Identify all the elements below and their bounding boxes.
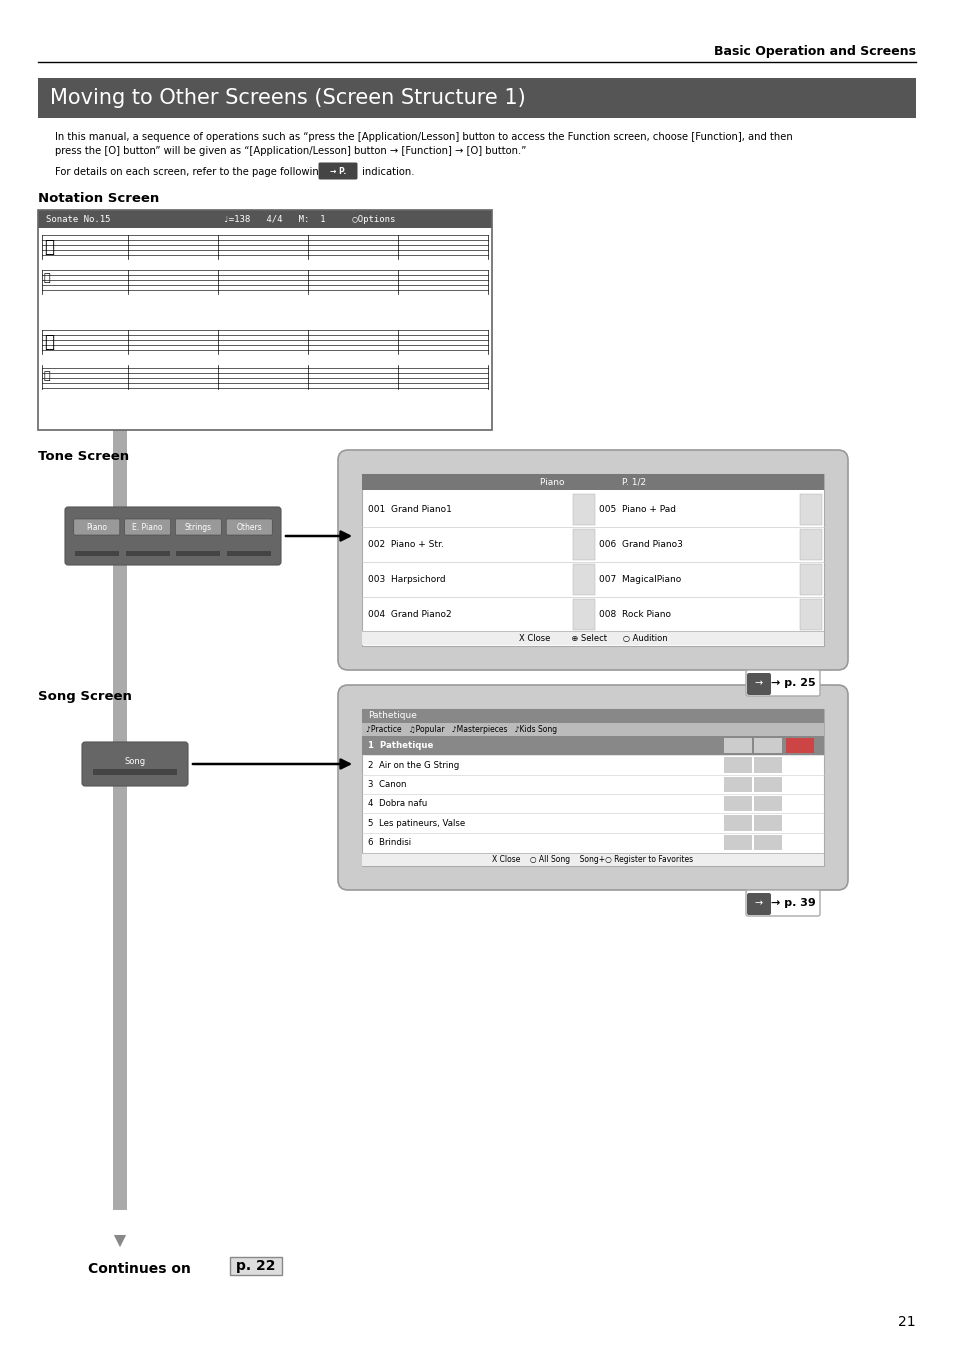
FancyBboxPatch shape bbox=[746, 892, 770, 915]
Bar bbox=[112, 431, 127, 1210]
Bar bbox=[74, 551, 119, 556]
FancyBboxPatch shape bbox=[82, 743, 188, 786]
Text: 𝄢: 𝄢 bbox=[44, 371, 51, 381]
Bar bbox=[227, 551, 271, 556]
Text: 008  Rock Piano: 008 Rock Piano bbox=[598, 610, 670, 620]
Text: Piano                    P. 1/2: Piano P. 1/2 bbox=[539, 478, 645, 486]
Text: 001  Grand Piano1: 001 Grand Piano1 bbox=[368, 505, 452, 514]
Text: →: → bbox=[754, 898, 762, 909]
Text: 3  Canon: 3 Canon bbox=[368, 780, 406, 788]
Bar bbox=[785, 738, 813, 753]
Text: Piano: Piano bbox=[86, 522, 107, 532]
Bar bbox=[723, 796, 751, 811]
Text: 006  Grand Piano3: 006 Grand Piano3 bbox=[598, 540, 682, 549]
Bar bbox=[753, 834, 781, 850]
FancyBboxPatch shape bbox=[65, 508, 281, 566]
Bar bbox=[753, 776, 781, 792]
Bar bbox=[361, 630, 823, 645]
Text: → p. 39: → p. 39 bbox=[770, 898, 815, 909]
FancyBboxPatch shape bbox=[337, 684, 847, 890]
Text: 21: 21 bbox=[898, 1315, 915, 1328]
FancyBboxPatch shape bbox=[337, 450, 847, 670]
Bar bbox=[92, 769, 177, 775]
Bar bbox=[361, 709, 823, 724]
Text: For details on each screen, refer to the page following the: For details on each screen, refer to the… bbox=[55, 167, 344, 177]
Bar bbox=[800, 494, 821, 525]
Text: p. 22: p. 22 bbox=[236, 1260, 275, 1273]
Bar bbox=[800, 564, 821, 595]
Text: Notation Screen: Notation Screen bbox=[38, 192, 159, 205]
FancyBboxPatch shape bbox=[125, 518, 171, 535]
Bar bbox=[753, 815, 781, 830]
Text: X Close        ⊕ Select      ○ Audition: X Close ⊕ Select ○ Audition bbox=[518, 633, 666, 643]
Text: Strings: Strings bbox=[185, 522, 212, 532]
Text: press the [O] button” will be given as “[Application/Lesson] button → [Function]: press the [O] button” will be given as “… bbox=[55, 146, 526, 157]
Bar bbox=[126, 551, 170, 556]
FancyBboxPatch shape bbox=[226, 518, 272, 535]
Bar bbox=[361, 724, 823, 736]
Text: Continues on: Continues on bbox=[88, 1262, 191, 1276]
Text: Moving to Other Screens (Screen Structure 1): Moving to Other Screens (Screen Structur… bbox=[50, 88, 525, 108]
Text: Others: Others bbox=[236, 522, 262, 532]
Bar bbox=[230, 1257, 282, 1274]
Text: 2  Air on the G String: 2 Air on the G String bbox=[368, 760, 458, 770]
Bar bbox=[723, 776, 751, 792]
Text: Song: Song bbox=[124, 757, 146, 767]
Bar bbox=[573, 564, 595, 595]
Bar bbox=[176, 551, 220, 556]
Text: Basic Operation and Screens: Basic Operation and Screens bbox=[713, 46, 915, 58]
FancyBboxPatch shape bbox=[745, 670, 820, 697]
Bar bbox=[38, 211, 492, 228]
Bar bbox=[723, 815, 751, 830]
FancyBboxPatch shape bbox=[73, 518, 120, 535]
Bar bbox=[361, 474, 823, 647]
Text: E. Piano: E. Piano bbox=[132, 522, 163, 532]
Bar bbox=[753, 738, 781, 753]
Text: 1  Pathetique: 1 Pathetique bbox=[368, 741, 433, 751]
Text: indication.: indication. bbox=[361, 167, 414, 177]
Bar bbox=[361, 474, 823, 490]
Bar bbox=[38, 211, 492, 431]
Bar bbox=[723, 738, 751, 753]
Text: → P.: → P. bbox=[330, 166, 346, 176]
FancyBboxPatch shape bbox=[318, 162, 357, 180]
Bar bbox=[361, 853, 823, 865]
Text: 002  Piano + Str.: 002 Piano + Str. bbox=[368, 540, 443, 549]
FancyBboxPatch shape bbox=[745, 890, 820, 917]
Bar bbox=[38, 78, 915, 117]
Text: 4  Dobra nafu: 4 Dobra nafu bbox=[368, 799, 427, 809]
Text: Song Screen: Song Screen bbox=[38, 690, 132, 703]
Bar bbox=[573, 529, 595, 560]
Text: 𝄞: 𝄞 bbox=[44, 238, 54, 256]
Bar bbox=[753, 757, 781, 772]
Text: 6  Brindisi: 6 Brindisi bbox=[368, 838, 411, 846]
Text: Tone Screen: Tone Screen bbox=[38, 450, 129, 463]
Bar bbox=[573, 599, 595, 630]
Text: → p. 25: → p. 25 bbox=[770, 678, 815, 688]
Bar bbox=[361, 709, 823, 865]
Text: 𝄢: 𝄢 bbox=[44, 273, 51, 284]
Text: 007  MagicalPiano: 007 MagicalPiano bbox=[598, 575, 680, 585]
Text: 005  Piano + Pad: 005 Piano + Pad bbox=[598, 505, 676, 514]
Text: 5  Les patineurs, Valse: 5 Les patineurs, Valse bbox=[368, 818, 465, 828]
Bar bbox=[753, 796, 781, 811]
Text: Pathetique: Pathetique bbox=[368, 711, 416, 721]
Text: 𝄞: 𝄞 bbox=[44, 333, 54, 351]
FancyBboxPatch shape bbox=[175, 518, 221, 535]
Bar bbox=[38, 228, 492, 431]
FancyBboxPatch shape bbox=[746, 674, 770, 695]
Text: Sonate No.15                     ♩=138   4/4   M:  1     ○Options: Sonate No.15 ♩=138 4/4 M: 1 ○Options bbox=[46, 215, 395, 224]
Bar bbox=[723, 834, 751, 850]
Bar bbox=[723, 757, 751, 772]
Bar bbox=[573, 494, 595, 525]
Bar bbox=[800, 599, 821, 630]
Text: →: → bbox=[754, 678, 762, 688]
Bar bbox=[361, 736, 823, 756]
Text: 003  Harpsichord: 003 Harpsichord bbox=[368, 575, 445, 585]
Text: X Close    ○ All Song    Song+○ Register to Favorites: X Close ○ All Song Song+○ Register to Fa… bbox=[492, 855, 693, 864]
Bar bbox=[800, 529, 821, 560]
Text: 004  Grand Piano2: 004 Grand Piano2 bbox=[368, 610, 451, 620]
Text: In this manual, a sequence of operations such as “press the [Application/Lesson]: In this manual, a sequence of operations… bbox=[55, 132, 792, 142]
Text: ♪Practice   ♫Popular   ♪Masterpieces   ♪Kids Song: ♪Practice ♫Popular ♪Masterpieces ♪Kids S… bbox=[366, 725, 557, 734]
